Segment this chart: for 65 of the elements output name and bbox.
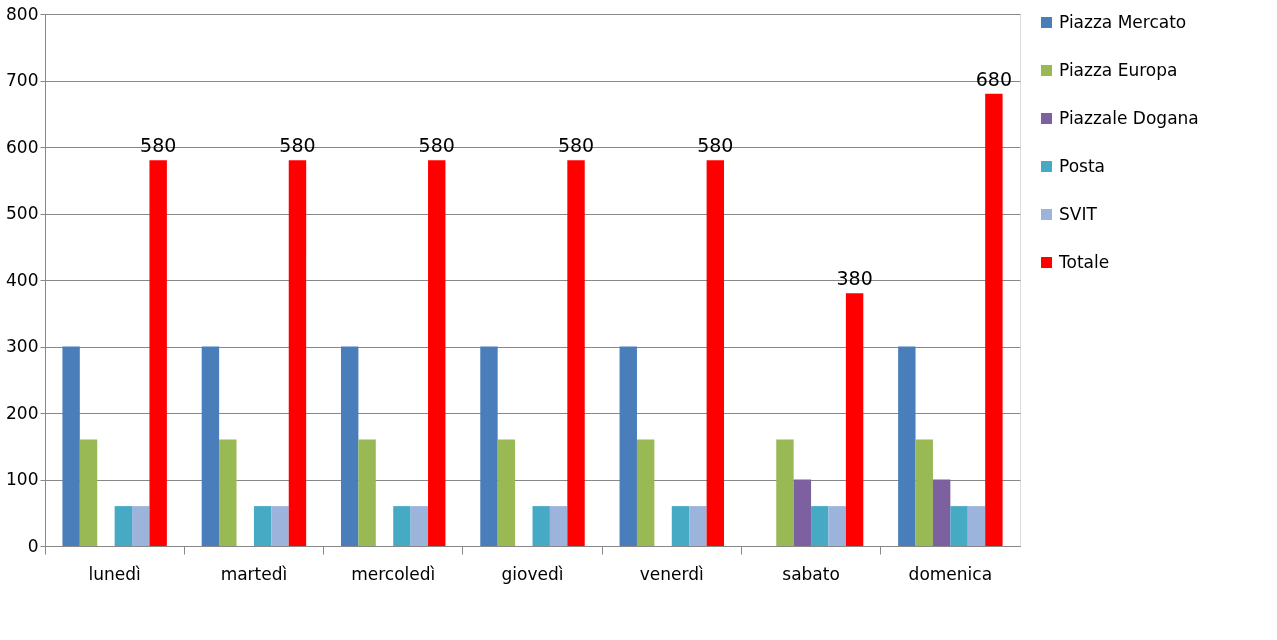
x-tick-label: venerdì [639, 563, 704, 584]
bar [393, 506, 411, 546]
bar [811, 506, 829, 546]
data-label: 580 [279, 134, 316, 157]
x-tick-label: domenica [908, 563, 993, 584]
bar [288, 160, 307, 546]
bar [201, 346, 220, 546]
bar [271, 506, 289, 546]
y-tick-label: 700 [6, 70, 39, 90]
bar [915, 439, 933, 546]
bar [776, 439, 794, 546]
data-label: 580 [697, 134, 734, 157]
y-tick-label: 800 [6, 3, 39, 24]
bar [532, 506, 550, 546]
y-tick-label: 600 [6, 136, 39, 157]
bar [497, 439, 516, 546]
bar [219, 439, 237, 546]
data-label: 380 [836, 267, 873, 290]
bar [132, 506, 150, 546]
x-tick-label: mercoledì [351, 563, 436, 584]
bar [62, 346, 80, 546]
bar [480, 346, 498, 546]
bar [932, 479, 951, 546]
x-tick-label: sabato [782, 563, 840, 584]
data-label: 680 [975, 67, 1013, 90]
data-label: 580 [140, 134, 177, 157]
bar [358, 439, 376, 546]
bar [828, 506, 846, 546]
bar [114, 506, 133, 546]
legend-label: Piazza Mercato [1059, 11, 1187, 32]
bar [671, 506, 690, 546]
bar [567, 160, 585, 546]
data-label: 580 [418, 134, 455, 157]
legend-label: Piazzale Dogana [1059, 107, 1199, 128]
legend-label: Posta [1059, 155, 1105, 176]
legend-label: Totale [1058, 251, 1110, 272]
bar [689, 506, 707, 546]
y-tick-label: 100 [6, 469, 39, 489]
x-tick-label: lunedì [88, 563, 141, 584]
legend-label: SVIT [1059, 203, 1098, 224]
bar [253, 506, 272, 546]
bar [79, 439, 98, 546]
bar [636, 439, 655, 546]
bar [985, 93, 1003, 546]
data-label: 580 [557, 134, 595, 157]
bar [967, 506, 986, 546]
bar [898, 346, 916, 546]
bar [950, 506, 968, 546]
y-tick-label: 0 [27, 535, 39, 556]
bar [428, 160, 446, 546]
x-tick-label: martedì [220, 563, 288, 584]
y-tick-label: 400 [6, 269, 39, 290]
bar [619, 346, 637, 546]
bar [549, 506, 568, 546]
bar [845, 293, 864, 546]
bar [410, 506, 429, 546]
x-tick-label: giovedì [501, 563, 564, 584]
y-tick-label: 500 [6, 203, 39, 223]
bar [340, 346, 359, 546]
y-tick-label: 200 [6, 402, 39, 423]
bar [706, 160, 725, 546]
bar [793, 479, 812, 546]
legend-label: Piazza Europa [1059, 59, 1178, 80]
y-tick-label: 300 [6, 336, 39, 356]
bar [149, 160, 167, 546]
